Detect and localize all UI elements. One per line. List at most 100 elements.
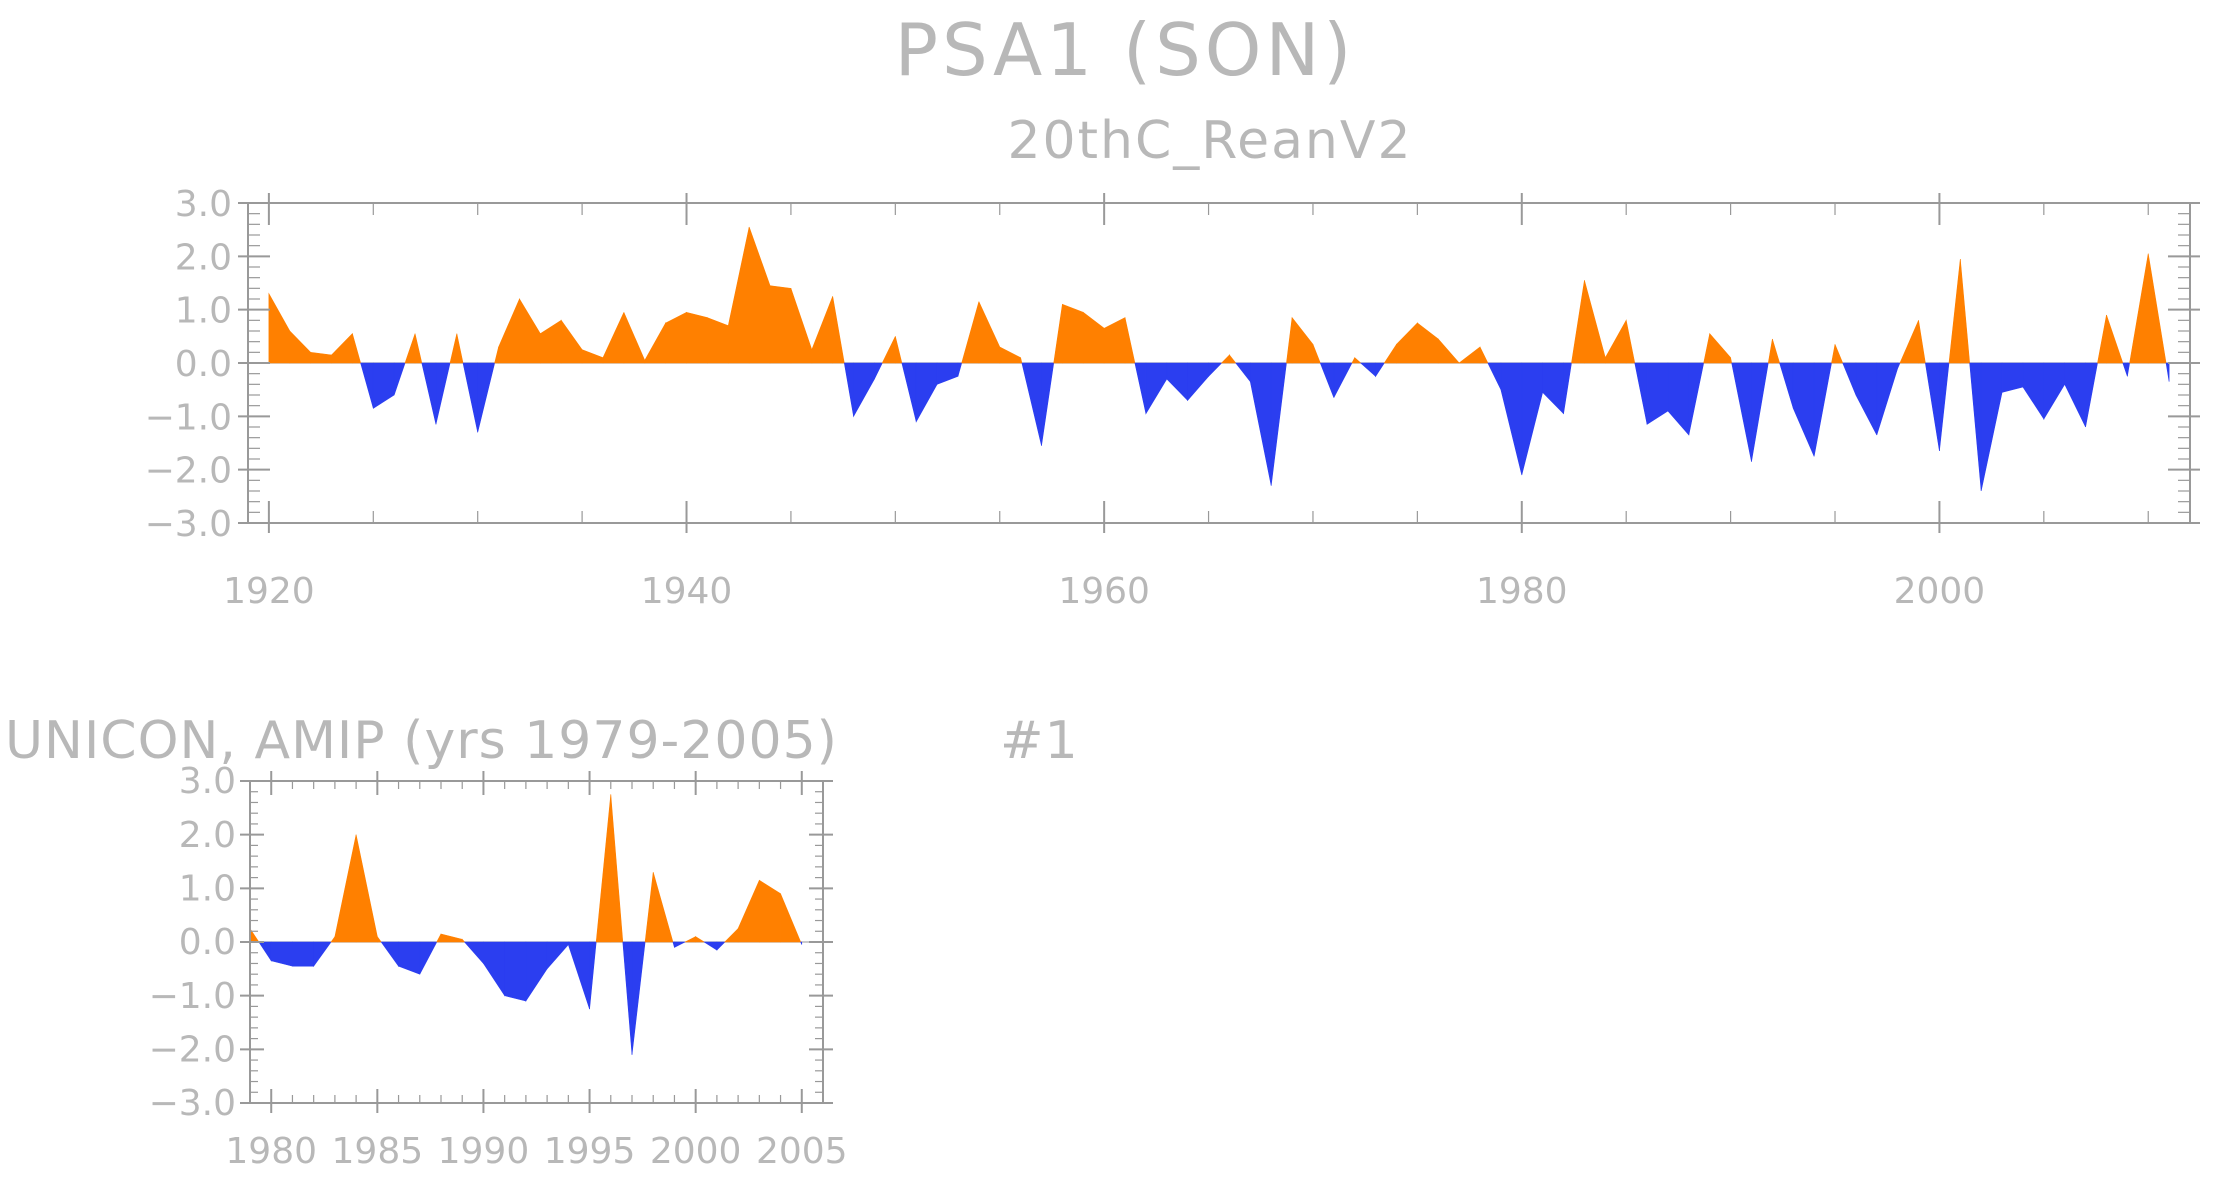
top-panel-area-positive-1958	[1062, 303, 1084, 364]
panel-number-label: #1	[1000, 711, 1079, 771]
bottom-panel-ytick-label: −2.0	[149, 1030, 236, 1071]
bottom-panel-area-positive-1996	[610, 794, 624, 943]
bottom-panel-xtick-label: 2000	[650, 1131, 742, 1172]
top-panel-area-positive-1990	[1730, 357, 1733, 364]
top-panel-area-positive-1935	[581, 349, 604, 364]
bottom-panel-title: UNICON, AMIP (yrs 1979-2005)	[5, 711, 838, 771]
bottom-panel-area-negative-1997	[631, 941, 646, 1055]
bottom-panel-area-negative-1979	[258, 941, 272, 962]
bottom-panel-ytick-label: 0.0	[179, 922, 236, 963]
top-panel-ytick-label: 0.0	[175, 344, 232, 385]
top-panel-area-positive-1991	[1767, 338, 1773, 364]
top-panel-area-negative-1967	[1250, 362, 1272, 486]
top-panel-area-positive-1957	[1053, 304, 1063, 364]
bottom-panel-area-negative-1982	[313, 941, 332, 968]
top-panel-area-negative-2005	[2043, 362, 2066, 421]
top-panel-area-positive-1939	[665, 311, 687, 364]
top-panel-ytick-label: −1.0	[145, 397, 232, 438]
top-panel-xtick-label: 1960	[1058, 571, 1150, 612]
top-panel-area-positive-1940	[686, 311, 708, 364]
bottom-panel-area-negative-1996	[622, 941, 633, 1055]
top-panel-area-negative-1949	[874, 362, 883, 380]
top-panel-area-positive-1938	[644, 321, 666, 364]
bottom-panel-area-positive-2001	[724, 927, 739, 943]
top-panel-area-positive-1924	[352, 333, 362, 364]
bottom-panel-xtick-label: 1985	[332, 1131, 424, 1172]
top-panel-area-positive-1961	[1124, 317, 1136, 364]
top-panel-ytick-label: 2.0	[175, 237, 232, 278]
top-panel-area-positive-1983	[1584, 280, 1606, 364]
bottom-panel-area-positive-1988	[440, 933, 463, 943]
top-panel-area-negative-1979	[1500, 362, 1523, 476]
top-panel-area-negative-1980	[1521, 362, 1543, 476]
bottom-panel-area-positive-1982	[330, 935, 336, 943]
top-panel-area-negative-1948	[853, 362, 875, 418]
top-panel-area-positive-1945	[790, 288, 813, 364]
top-panel-area-positive-1998	[1899, 320, 1919, 364]
top-panel-area-positive-1937	[623, 312, 646, 364]
top-panel-area-positive-2009	[2129, 253, 2149, 364]
top-panel-area-positive-1947	[832, 296, 845, 364]
top-panel-area-negative-1970	[1319, 362, 1335, 398]
top-panel-area-negative-1993	[1792, 362, 1815, 457]
bottom-panel-area-negative-1995	[589, 941, 597, 1010]
top-panel-area-negative-1994	[1813, 362, 1832, 457]
bottom-panel-area-positive-2004	[780, 893, 802, 943]
top-panel-area-positive-1992	[1772, 338, 1780, 364]
bottom-panel-area-negative-1989	[463, 941, 484, 965]
top-panel-area-negative-1992	[1779, 362, 1794, 409]
top-panel-area-positive-1949	[881, 336, 896, 364]
bottom-panel-area-positive-1984	[355, 834, 378, 943]
top-panel-area-positive-1966	[1229, 354, 1237, 364]
top-panel-area-negative-1972	[1359, 362, 1376, 378]
top-panel-area-positive-1954	[978, 301, 1001, 364]
bottom-panel-area-positive-1997	[644, 872, 654, 943]
top-panel-area-positive-1978	[1479, 346, 1489, 364]
top-panel-area-positive-1970	[1312, 344, 1321, 364]
bottom-panel-area-negative-2000	[703, 941, 718, 951]
bottom-panel-area-positive-1983	[334, 834, 357, 943]
top-panel-xtick-label: 1940	[641, 571, 733, 612]
top-panel-area-negative-1964	[1187, 362, 1209, 402]
top-panel-area-negative-1962	[1145, 362, 1168, 415]
bottom-panel-area-negative-1987	[419, 941, 438, 975]
top-panel-area-positive-1984	[1605, 319, 1627, 364]
top-panel-area-positive-1928	[449, 333, 458, 364]
top-panel-area-negative-1956	[1021, 362, 1042, 446]
top-panel-area-negative-1926	[393, 362, 406, 396]
bottom-panel-area-positive-2002	[737, 880, 760, 943]
top-panel-area-positive-1950	[895, 336, 903, 364]
top-panel-area-negative-1953	[957, 362, 963, 377]
top-panel-area-positive-1936	[602, 312, 625, 364]
bottom-panel-ytick-label: 2.0	[179, 815, 236, 856]
figure-main-title: PSA1 (SON)	[895, 8, 1356, 92]
top-panel-area-positive-1931	[498, 298, 520, 364]
top-panel-area-negative-1966	[1235, 362, 1251, 383]
bottom-panel-area-negative-1991	[504, 941, 527, 1002]
top-panel-area-positive-1922	[310, 351, 332, 364]
top-panel-area-negative-1982	[1563, 362, 1572, 414]
top-panel-area-negative-1978	[1487, 362, 1502, 390]
top-panel-area-positive-1975	[1417, 322, 1439, 364]
bottom-panel-area-negative-1981	[292, 941, 314, 967]
top-panel-area-positive-1955	[999, 346, 1021, 364]
bottom-panel-area-positive-1985	[377, 935, 382, 943]
top-panel-area-negative-2002	[1980, 362, 2003, 492]
top-panel-area-positive-1921	[289, 330, 311, 364]
top-panel-area-positive-2001	[1960, 258, 1970, 364]
top-panel-area-positive-1974	[1396, 322, 1418, 364]
bottom-panel-area-negative-1990	[483, 941, 505, 997]
bottom-panel-ytick-label: 3.0	[179, 761, 236, 802]
top-panel-area-positive-1960	[1103, 317, 1126, 364]
top-panel-area-negative-1963	[1166, 362, 1188, 402]
top-panel-area-positive-1943	[748, 226, 771, 364]
top-panel-area-positive-1942	[727, 226, 750, 364]
bottom-panel-xtick-label: 2005	[756, 1131, 848, 1172]
top-panel-ytick-label: 3.0	[175, 184, 232, 225]
top-panel-area-positive-1972	[1354, 356, 1362, 364]
top-panel-area-negative-1988	[1688, 362, 1705, 436]
top-panel-area-negative-2006	[2064, 362, 2086, 428]
top-panel-area-negative-1924	[360, 362, 374, 409]
top-panel-area-positive-1985	[1625, 320, 1636, 364]
